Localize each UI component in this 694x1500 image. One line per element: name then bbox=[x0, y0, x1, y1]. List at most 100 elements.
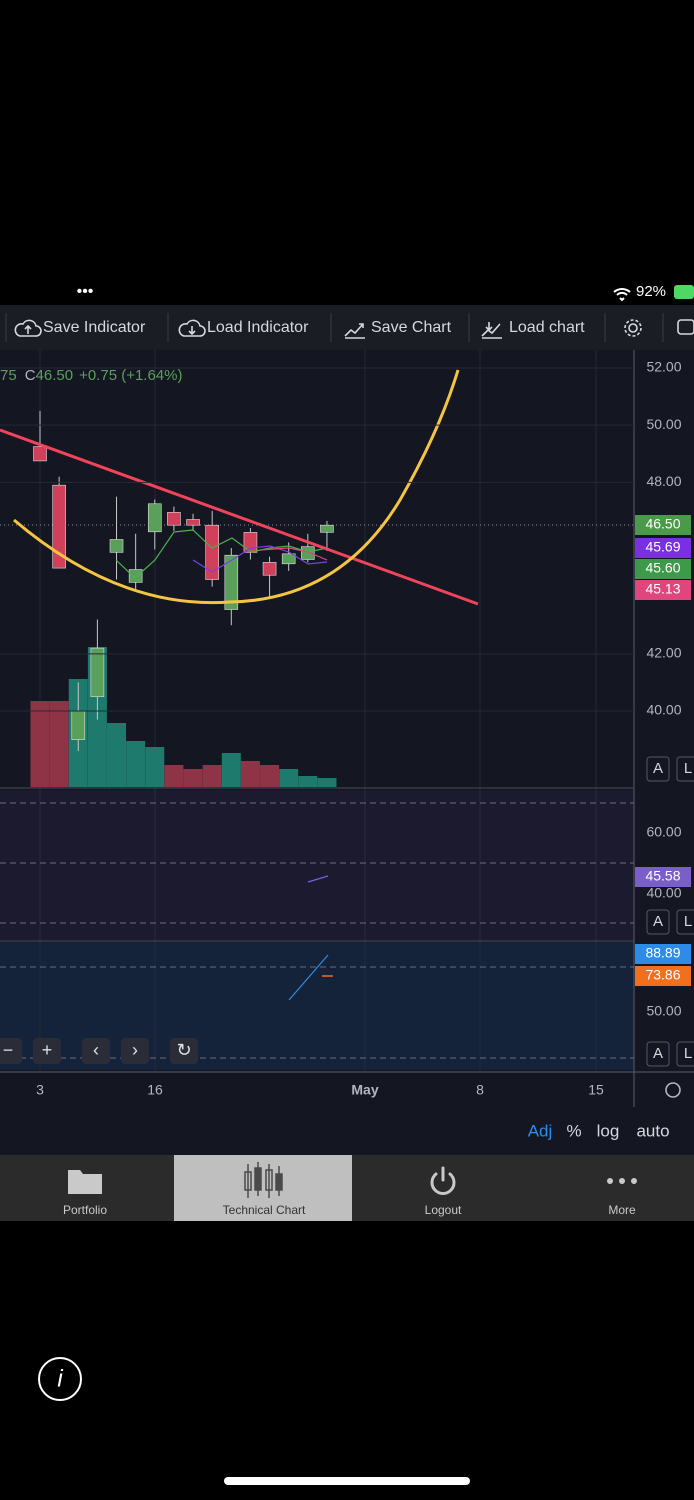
nav-buttons: − + ‹ › ↻ bbox=[0, 1038, 198, 1064]
candle-body bbox=[167, 512, 181, 526]
volume-bar bbox=[317, 778, 337, 787]
rect-shape bbox=[677, 319, 694, 335]
price-tick-label: 40.00 bbox=[646, 702, 681, 718]
price-badge: 46.50 bbox=[645, 516, 680, 532]
pane-tick-label: 50.00 bbox=[646, 1003, 681, 1019]
scale-option[interactable]: Adj bbox=[528, 1121, 553, 1140]
circle-shape bbox=[607, 1178, 613, 1184]
nav-button-label: − bbox=[3, 1040, 14, 1060]
nav-button-label: ‹ bbox=[93, 1040, 99, 1060]
rect-shape bbox=[254, 1167, 262, 1191]
legend-close-label: C bbox=[25, 367, 36, 384]
price-badge: 45.13 bbox=[645, 581, 680, 597]
scale-button-label: A bbox=[653, 913, 663, 930]
oscillator-pane bbox=[0, 790, 634, 940]
active-tab-bg bbox=[174, 1155, 352, 1221]
scale-option[interactable]: % bbox=[566, 1121, 581, 1140]
path-shape bbox=[344, 323, 365, 339]
candle-body bbox=[109, 539, 124, 553]
portfolio-icon bbox=[68, 1170, 102, 1194]
scale-options-bar bbox=[0, 1107, 694, 1155]
scale-button[interactable] bbox=[676, 756, 694, 782]
scale-button-label: A bbox=[653, 760, 663, 777]
toolbar-button[interactable]: Load chart bbox=[509, 319, 585, 336]
tab[interactable]: Logout bbox=[425, 1203, 462, 1217]
indicator-line bbox=[288, 954, 329, 1001]
circle-shape bbox=[624, 319, 642, 337]
price-badge-bg bbox=[635, 538, 691, 558]
legend-close: 46.50 bbox=[36, 367, 74, 384]
path-shape bbox=[178, 319, 206, 337]
circle-shape bbox=[628, 323, 638, 333]
tab[interactable]: Technical Chart bbox=[223, 1203, 306, 1217]
price-badge: 45.60 bbox=[645, 560, 680, 576]
info-button[interactable] bbox=[38, 1357, 82, 1401]
nav-button[interactable] bbox=[0, 1038, 22, 1064]
pane-tick-label: 60.00 bbox=[646, 824, 681, 840]
scale-button[interactable] bbox=[646, 909, 670, 935]
legend-prev: 75 bbox=[0, 367, 17, 384]
pane-badge-bg bbox=[635, 944, 691, 964]
status-dots: ••• bbox=[77, 283, 94, 300]
rect-shape bbox=[265, 1169, 273, 1191]
price-badge-bg bbox=[635, 580, 691, 600]
candle-body bbox=[90, 647, 105, 698]
candle-body bbox=[262, 562, 277, 576]
candle-body bbox=[224, 554, 239, 610]
path-shape bbox=[481, 322, 502, 339]
toolbar bbox=[0, 305, 694, 350]
price-badge-bg bbox=[635, 515, 691, 535]
time-tick-label: 16 bbox=[147, 1082, 163, 1098]
pane-badge-bg bbox=[635, 966, 691, 986]
scale-option[interactable]: log bbox=[597, 1121, 620, 1140]
moving-average bbox=[259, 547, 328, 561]
price-badge-bg bbox=[635, 559, 691, 579]
home-indicator bbox=[224, 1477, 470, 1485]
scale-buttons: A L A L A L bbox=[646, 756, 694, 1067]
volume-bar bbox=[221, 753, 241, 787]
chart-icon bbox=[244, 1162, 283, 1198]
candle-body bbox=[205, 524, 219, 580]
nav-button[interactable] bbox=[33, 1038, 61, 1064]
volume-bar bbox=[260, 765, 280, 787]
scale-button[interactable] bbox=[676, 909, 694, 935]
pane-tick-label: 40.00 bbox=[646, 885, 681, 901]
price-tick-label: 52.00 bbox=[646, 359, 681, 375]
volume-bar bbox=[107, 723, 127, 787]
tab[interactable]: Portfolio bbox=[63, 1203, 107, 1217]
pane-badge-bg bbox=[635, 867, 691, 887]
time-tick-label: May bbox=[351, 1082, 378, 1098]
volume-bar bbox=[298, 776, 318, 787]
volume-bar bbox=[145, 747, 165, 787]
toolbar-button[interactable]: Save Indicator bbox=[43, 319, 146, 336]
time-tick-label: 8 bbox=[476, 1082, 484, 1098]
volume-bar bbox=[240, 761, 260, 787]
scale-button[interactable] bbox=[646, 756, 670, 782]
rect-shape bbox=[275, 1173, 283, 1191]
scale-button[interactable] bbox=[646, 1041, 670, 1067]
scale-button[interactable] bbox=[676, 1041, 694, 1067]
circle-shape bbox=[619, 1178, 625, 1184]
settings-icon[interactable] bbox=[665, 1082, 681, 1098]
price-badge: 45.69 bbox=[645, 539, 680, 555]
toolbar-button[interactable]: Save Chart bbox=[371, 319, 452, 336]
drawings bbox=[0, 369, 479, 1001]
nav-button[interactable] bbox=[121, 1038, 149, 1064]
scale-button-label: A bbox=[653, 1045, 663, 1062]
pane-badge: 88.89 bbox=[645, 945, 680, 961]
candle-body bbox=[320, 524, 334, 533]
candle-body bbox=[147, 503, 162, 533]
nav-button[interactable] bbox=[170, 1038, 198, 1064]
price-tick-label: 48.00 bbox=[646, 473, 681, 489]
volume-bar bbox=[279, 769, 299, 787]
scale-option[interactable]: auto bbox=[636, 1121, 669, 1140]
battery-level: 92% bbox=[636, 283, 666, 300]
nav-button[interactable] bbox=[82, 1038, 110, 1064]
tab[interactable]: More bbox=[608, 1203, 636, 1217]
candle-body bbox=[186, 519, 200, 526]
wifi-icon bbox=[613, 288, 631, 302]
cup-curve bbox=[13, 369, 460, 605]
toolbar-button[interactable]: Load Indicator bbox=[207, 319, 309, 336]
scale-button-label: L bbox=[684, 760, 692, 777]
